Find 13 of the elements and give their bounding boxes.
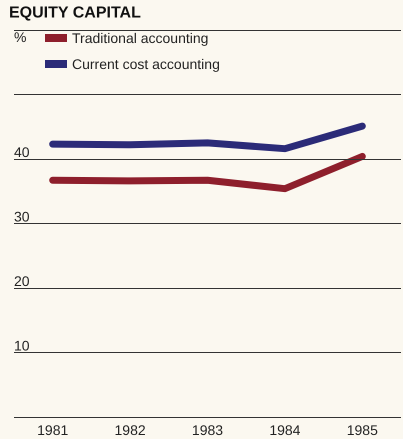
chart-title: EQUITY CAPITAL (9, 4, 142, 22)
y-tick-label: 20 (14, 273, 30, 289)
x-tick-label: 1982 (114, 422, 146, 438)
y-tick-label: 10 (14, 338, 30, 354)
x-tick-label: 1985 (346, 422, 378, 438)
y-axis-title: % (14, 29, 26, 45)
legend-label: Current cost accounting (72, 56, 220, 72)
x-tick-label: 1983 (192, 422, 224, 438)
legend-label: Traditional accounting (72, 30, 208, 46)
x-tick-label: 1981 (37, 422, 68, 438)
y-tick-label: 30 (14, 208, 30, 224)
y-tick-label: 40 (14, 144, 30, 160)
x-tick-label: 1984 (269, 422, 301, 438)
